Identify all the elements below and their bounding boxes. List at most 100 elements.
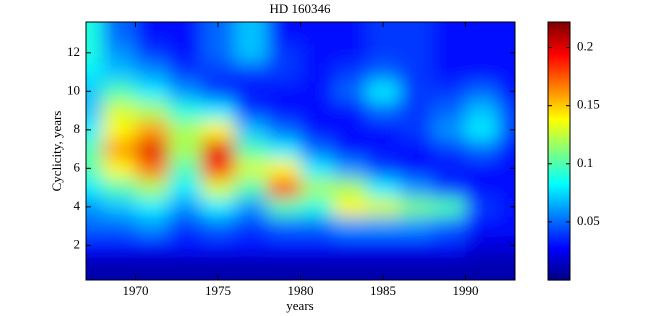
colorbar-swatch (548, 262, 570, 265)
heatmap-cell (168, 254, 202, 280)
colorbar-swatch (548, 228, 570, 231)
heatmap-cell (333, 120, 367, 140)
heatmap-cell (267, 197, 301, 217)
heatmap-cell (86, 100, 103, 121)
heatmap-cell (267, 235, 301, 256)
colorbar-swatch (548, 254, 570, 257)
colorbar-swatch (548, 34, 570, 37)
colorbar-swatch (548, 256, 570, 259)
heatmap-cell (399, 100, 433, 121)
colorbar-swatch (548, 72, 570, 75)
heatmap-cell (366, 139, 400, 160)
colorbar-swatch (548, 86, 570, 89)
heatmap-cell (234, 22, 268, 44)
heatmap-cell (135, 120, 169, 140)
colorbar-swatch (548, 132, 570, 135)
heatmap-cell (399, 158, 433, 179)
heatmap-cell (399, 235, 433, 256)
y-tick-label: 6 (74, 159, 81, 174)
heatmap-cell (399, 81, 433, 102)
heatmap-cell (102, 81, 136, 102)
heatmap-cell (300, 22, 334, 44)
colorbar-swatch (548, 172, 570, 175)
heatmap-cell (201, 139, 235, 160)
heatmap-cell (333, 216, 367, 237)
heatmap-cell (168, 43, 202, 63)
heatmap-cell (432, 100, 466, 121)
heatmap-cell (135, 177, 169, 198)
colorbar-swatch (548, 210, 570, 213)
heatmap-cell (366, 43, 400, 63)
colorbar-swatch (548, 266, 570, 269)
colorbar-swatch (548, 202, 570, 205)
colorbar-swatch (548, 176, 570, 179)
heatmap-cell (86, 235, 103, 256)
heatmap-cell (465, 100, 499, 121)
heatmap-cell (135, 62, 169, 83)
heatmap-cell (498, 158, 515, 179)
heatmap-cell (432, 139, 466, 160)
heatmap-cell (267, 43, 301, 63)
heatmap-cell (300, 100, 334, 121)
colorbar-swatch (548, 220, 570, 223)
colorbar-swatch (548, 82, 570, 85)
heatmap-cell (168, 177, 202, 198)
heatmap-cell (201, 177, 235, 198)
heatmap-cell (432, 197, 466, 217)
colorbar-swatch (548, 78, 570, 81)
colorbar-swatch (548, 240, 570, 243)
colorbar-swatch (548, 158, 570, 161)
heatmap-cell (366, 197, 400, 217)
colorbar-swatch (548, 162, 570, 165)
heatmap-cell (432, 235, 466, 256)
heatmap-cell (498, 120, 515, 140)
colorbar-swatch (548, 60, 570, 63)
heatmap-cell (201, 62, 235, 83)
heatmap-cell (300, 216, 334, 237)
colorbar-swatch (548, 92, 570, 95)
heatmap-cell (135, 22, 169, 44)
heatmap-cell (465, 62, 499, 83)
colorbar-swatch (548, 178, 570, 181)
colorbar-swatch (548, 226, 570, 229)
heatmap-cell (366, 216, 400, 237)
colorbar-swatch (548, 232, 570, 235)
colorbar-swatch (548, 36, 570, 39)
heatmap-cell (300, 254, 334, 280)
colorbar-swatch (548, 42, 570, 45)
heatmap-cell (432, 62, 466, 83)
colorbar-swatch (548, 218, 570, 221)
heatmap-cell (102, 120, 136, 140)
colorbar-swatch (548, 230, 570, 233)
colorbar-swatch (548, 214, 570, 217)
colorbar-swatch (548, 258, 570, 261)
heatmap-cell (234, 120, 268, 140)
heatmap-cell (102, 43, 136, 63)
colorbar-frame (547, 21, 571, 281)
colorbar-swatch (548, 238, 570, 241)
colorbar-swatch (548, 70, 570, 73)
colorbar-swatch (548, 102, 570, 105)
colorbar-swatch (548, 194, 570, 197)
heatmap-cell (267, 216, 301, 237)
colorbar-swatch (548, 128, 570, 131)
colorbar-swatch (548, 140, 570, 143)
colorbar-swatch (548, 188, 570, 191)
colorbar-swatch (548, 50, 570, 53)
colorbar-tick-label: 0.1 (577, 155, 593, 170)
x-tick-label: 1985 (370, 283, 396, 298)
heatmap-cell (399, 216, 433, 237)
colorbar-swatch (548, 144, 570, 147)
heatmap-cell (465, 81, 499, 102)
heatmap-cell (86, 177, 103, 198)
heatmap-cell (201, 216, 235, 237)
heatmap-cell (399, 62, 433, 83)
heatmap-cell (465, 43, 499, 63)
heatmap-cell (300, 62, 334, 83)
colorbar-swatch (548, 190, 570, 193)
colorbar-swatch (548, 198, 570, 201)
colorbar-swatch (548, 58, 570, 61)
heatmap-cell (300, 177, 334, 198)
colorbar-swatch (548, 244, 570, 247)
